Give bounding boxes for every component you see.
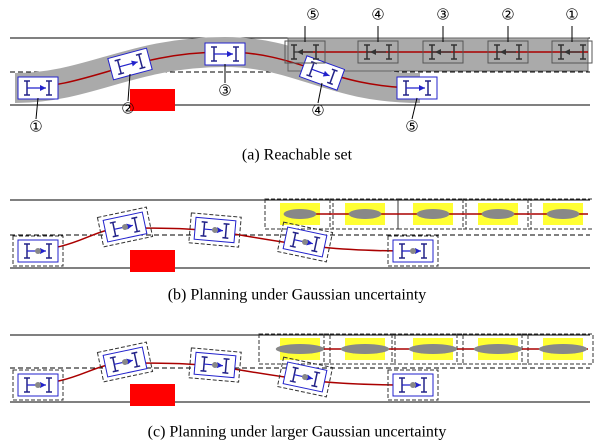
step-label: ③	[436, 7, 449, 23]
step-label: ①	[29, 119, 42, 135]
vehicle	[388, 370, 438, 400]
step-label: ③	[218, 83, 231, 99]
obstacle	[130, 250, 175, 272]
vehicle	[277, 222, 332, 262]
step-label: ①	[565, 7, 578, 23]
vehicle	[205, 43, 245, 65]
mean-point	[35, 382, 41, 388]
caption: (a) Reachable set	[242, 147, 353, 164]
vehicle	[97, 342, 152, 382]
figure: (a) Reachable set (b) Planning under Gau…	[0, 0, 594, 445]
vehicle	[277, 357, 332, 397]
wheel	[224, 359, 230, 360]
vehicle	[97, 207, 152, 247]
vehicle	[13, 370, 63, 400]
obstacle	[130, 384, 175, 406]
gaussian	[284, 209, 317, 219]
step-label: ⑤	[405, 119, 418, 135]
gaussian	[482, 209, 515, 219]
mean-point	[35, 248, 41, 254]
gaussian	[276, 344, 324, 354]
wheel	[222, 373, 228, 374]
gaussian	[409, 344, 457, 354]
step-label: ⑤	[306, 7, 319, 23]
wheel	[200, 236, 206, 237]
gaussian	[341, 344, 389, 354]
step-label: ④	[371, 7, 384, 23]
gaussian	[349, 209, 382, 219]
gaussian	[474, 344, 522, 354]
mean-point	[410, 382, 416, 388]
wheel	[202, 357, 208, 358]
vehicle	[189, 213, 241, 247]
gaussian	[539, 344, 587, 354]
wheel	[200, 371, 206, 372]
step-label: ②	[121, 101, 134, 117]
step-label: ②	[501, 7, 514, 23]
wheel	[222, 238, 228, 239]
gaussian	[547, 209, 580, 219]
wheel	[202, 222, 208, 223]
caption: (c) Planning under larger Gaussian uncer…	[148, 424, 447, 441]
vehicle	[397, 77, 437, 99]
vehicle	[13, 236, 63, 266]
vehicle	[189, 348, 241, 382]
gaussian	[417, 209, 450, 219]
wheel	[224, 224, 230, 225]
mean-point	[410, 248, 416, 254]
vehicle	[18, 77, 58, 99]
caption: (b) Planning under Gaussian uncertainty	[168, 287, 427, 304]
obstacle	[130, 89, 175, 111]
step-label: ④	[311, 103, 324, 119]
vehicle	[388, 236, 438, 266]
